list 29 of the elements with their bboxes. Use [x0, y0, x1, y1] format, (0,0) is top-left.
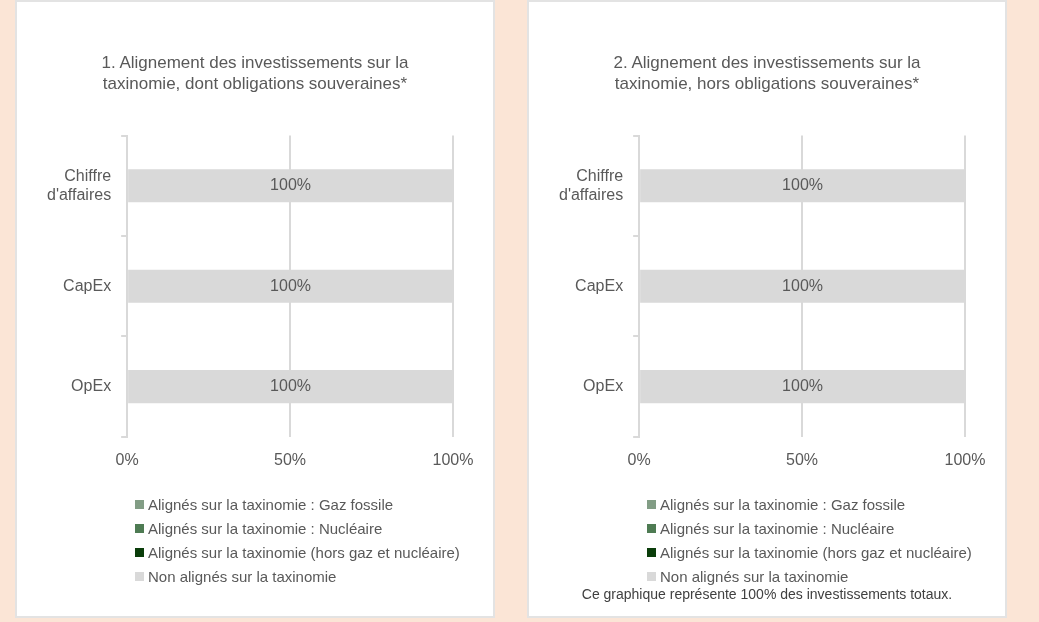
legend-label: Alignés sur la taxinomie : Gaz fossile	[148, 495, 394, 513]
legend-label: Alignés sur la taxinomie (hors gaz et nucléaire)	[148, 543, 460, 561]
data-label: 100%	[270, 176, 312, 194]
data-label: 100%	[782, 377, 824, 395]
x-tick-label: 0%	[627, 450, 651, 468]
legend-label: Alignés sur la taxinomie : Nucléaire	[148, 519, 383, 537]
x-tick-label: 100%	[944, 450, 986, 468]
x-tick-label: 50%	[274, 450, 307, 468]
y-tick-label: CapEx	[575, 276, 624, 294]
y-tick-label: Chiffre d'affaires	[558, 166, 624, 203]
chart-title: 1. Alignement des investissements sur la taxinomie, dont obligations souveraines*	[100, 52, 410, 94]
data-label: 100%	[270, 276, 312, 294]
x-tick-label: 100%	[432, 450, 474, 468]
data-label: 100%	[782, 176, 824, 194]
legend-label: Alignés sur la taxinomie : Nucléaire	[660, 519, 895, 537]
y-tick-label: OpEx	[71, 377, 112, 395]
legend-label: Alignés sur la taxinomie : Gaz fossile	[660, 495, 906, 513]
legend-label: Non alignés sur la taxinomie	[148, 567, 337, 585]
chart-title: 2. Alignement des investissements sur la taxinomie, hors obligations souveraines*	[612, 52, 922, 94]
y-tick-label: Chiffre d'affaires	[46, 166, 112, 203]
legend-label: Non alignés sur la taxinomie	[660, 567, 849, 585]
legend-label: Alignés sur la taxinomie (hors gaz et nucléaire)	[660, 543, 972, 561]
y-tick-label: CapEx	[63, 276, 112, 294]
data-label: 100%	[782, 276, 824, 294]
text: Ce graphique représente 100% des investissements totaux.	[580, 586, 954, 602]
x-tick-label: 0%	[115, 450, 139, 468]
x-tick-label: 50%	[786, 450, 819, 468]
data-label: 100%	[270, 377, 312, 395]
y-tick-label: OpEx	[583, 377, 624, 395]
